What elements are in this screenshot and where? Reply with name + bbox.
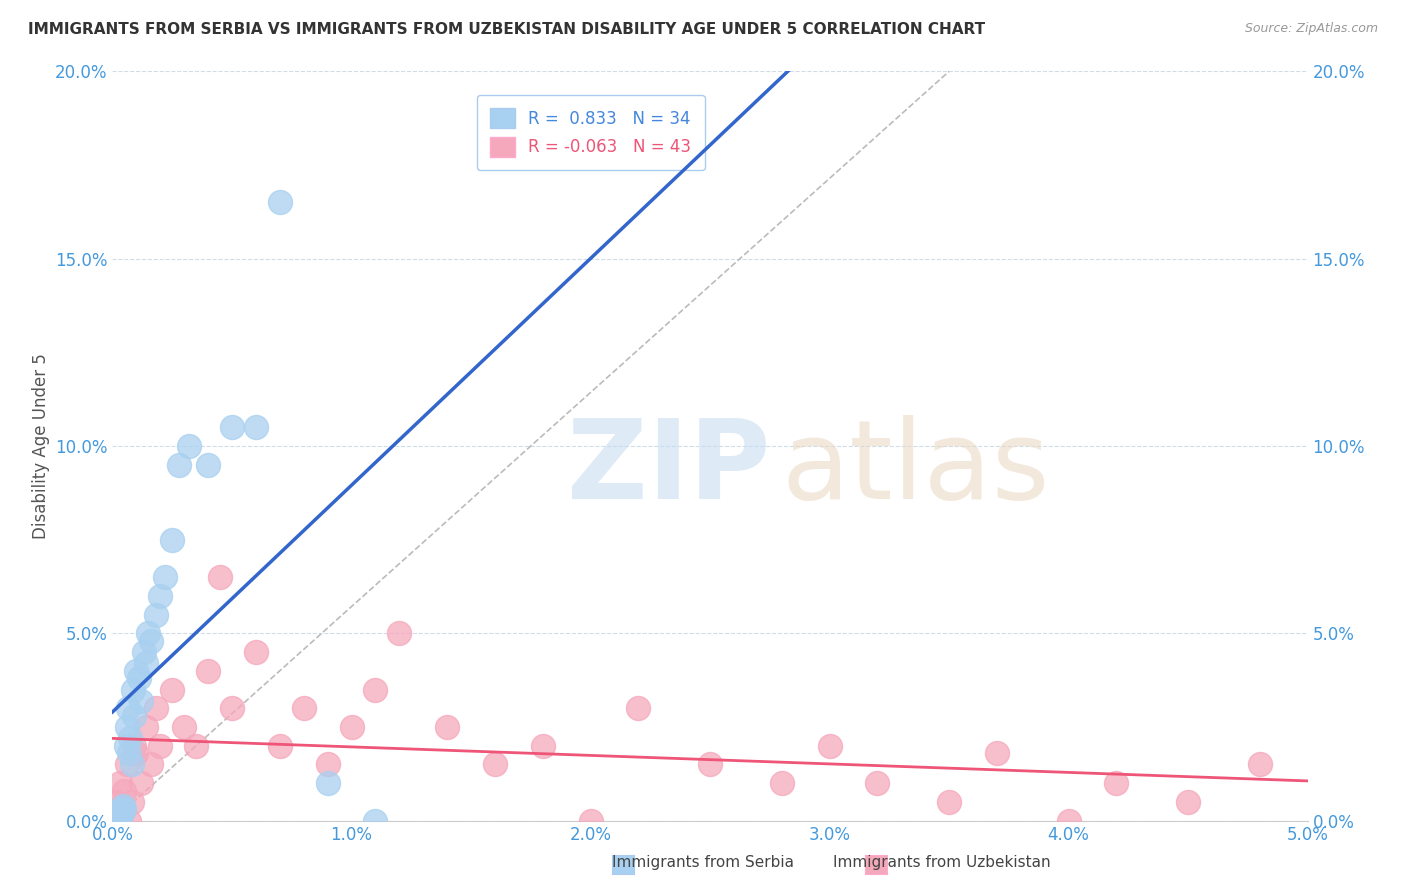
Point bbox=[186, 739, 208, 753]
Point bbox=[122, 739, 145, 753]
Point bbox=[121, 757, 143, 772]
Point bbox=[139, 757, 162, 772]
Point bbox=[122, 708, 145, 723]
Point bbox=[938, 795, 960, 809]
Point bbox=[866, 776, 889, 790]
Point bbox=[138, 626, 160, 640]
Point bbox=[105, 802, 128, 816]
Point bbox=[699, 757, 721, 772]
Point bbox=[269, 195, 291, 210]
Point bbox=[436, 720, 458, 734]
Point bbox=[292, 701, 315, 715]
Point bbox=[221, 701, 243, 715]
Point bbox=[139, 633, 162, 648]
Y-axis label: Disability Age Under 5: Disability Age Under 5 bbox=[31, 353, 49, 539]
Point bbox=[125, 664, 148, 678]
Point bbox=[149, 739, 172, 753]
Point bbox=[197, 664, 219, 678]
Point bbox=[531, 739, 554, 753]
Point bbox=[115, 720, 138, 734]
Point bbox=[145, 701, 167, 715]
Point bbox=[986, 746, 1008, 760]
Point bbox=[1057, 814, 1080, 828]
Point bbox=[153, 570, 176, 584]
Point bbox=[340, 720, 363, 734]
Point bbox=[121, 682, 143, 697]
Text: ZIP: ZIP bbox=[567, 415, 770, 522]
Point bbox=[111, 806, 134, 821]
Point bbox=[118, 746, 141, 760]
Point bbox=[129, 694, 152, 708]
Point bbox=[149, 589, 172, 603]
Point bbox=[110, 802, 132, 816]
Point bbox=[125, 746, 148, 760]
Point bbox=[364, 682, 387, 697]
Point bbox=[132, 645, 155, 659]
Point bbox=[105, 814, 128, 828]
Point bbox=[104, 795, 127, 809]
Point bbox=[177, 439, 200, 453]
Point bbox=[209, 570, 232, 584]
Point bbox=[107, 806, 129, 821]
Point bbox=[1105, 776, 1128, 790]
Point bbox=[145, 607, 167, 622]
Point bbox=[115, 757, 138, 772]
Point bbox=[364, 814, 387, 828]
Point bbox=[579, 814, 602, 828]
Text: Source: ZipAtlas.com: Source: ZipAtlas.com bbox=[1244, 22, 1378, 36]
Point bbox=[135, 720, 157, 734]
Point bbox=[1249, 757, 1271, 772]
Point bbox=[162, 682, 183, 697]
Point bbox=[129, 776, 152, 790]
Point bbox=[484, 757, 506, 772]
Point bbox=[128, 671, 150, 685]
Point bbox=[316, 757, 339, 772]
Point bbox=[108, 810, 131, 824]
Point bbox=[388, 626, 411, 640]
Text: IMMIGRANTS FROM SERBIA VS IMMIGRANTS FROM UZBEKISTAN DISABILITY AGE UNDER 5 CORR: IMMIGRANTS FROM SERBIA VS IMMIGRANTS FRO… bbox=[28, 22, 986, 37]
Legend: R =  0.833   N = 34, R = -0.063   N = 43: R = 0.833 N = 34, R = -0.063 N = 43 bbox=[477, 95, 704, 170]
Point bbox=[316, 776, 339, 790]
Point bbox=[111, 806, 134, 821]
Point bbox=[135, 657, 157, 671]
Point bbox=[120, 731, 142, 746]
Point bbox=[114, 739, 136, 753]
Text: Immigrants from Uzbekistan: Immigrants from Uzbekistan bbox=[834, 855, 1050, 870]
Point bbox=[169, 458, 191, 472]
Point bbox=[245, 420, 267, 434]
Point bbox=[162, 533, 183, 547]
Point bbox=[117, 701, 139, 715]
Point bbox=[118, 814, 141, 828]
Text: Immigrants from Serbia: Immigrants from Serbia bbox=[612, 855, 794, 870]
Point bbox=[269, 739, 291, 753]
Point bbox=[197, 458, 219, 472]
Point bbox=[245, 645, 267, 659]
Point bbox=[818, 739, 841, 753]
Point bbox=[173, 720, 195, 734]
Point bbox=[112, 798, 135, 813]
Point bbox=[770, 776, 793, 790]
Point bbox=[121, 795, 143, 809]
Point bbox=[114, 783, 135, 797]
Point bbox=[627, 701, 650, 715]
Point bbox=[1177, 795, 1199, 809]
Point bbox=[221, 420, 243, 434]
Point bbox=[114, 802, 135, 816]
Text: atlas: atlas bbox=[782, 415, 1050, 522]
Point bbox=[108, 776, 131, 790]
